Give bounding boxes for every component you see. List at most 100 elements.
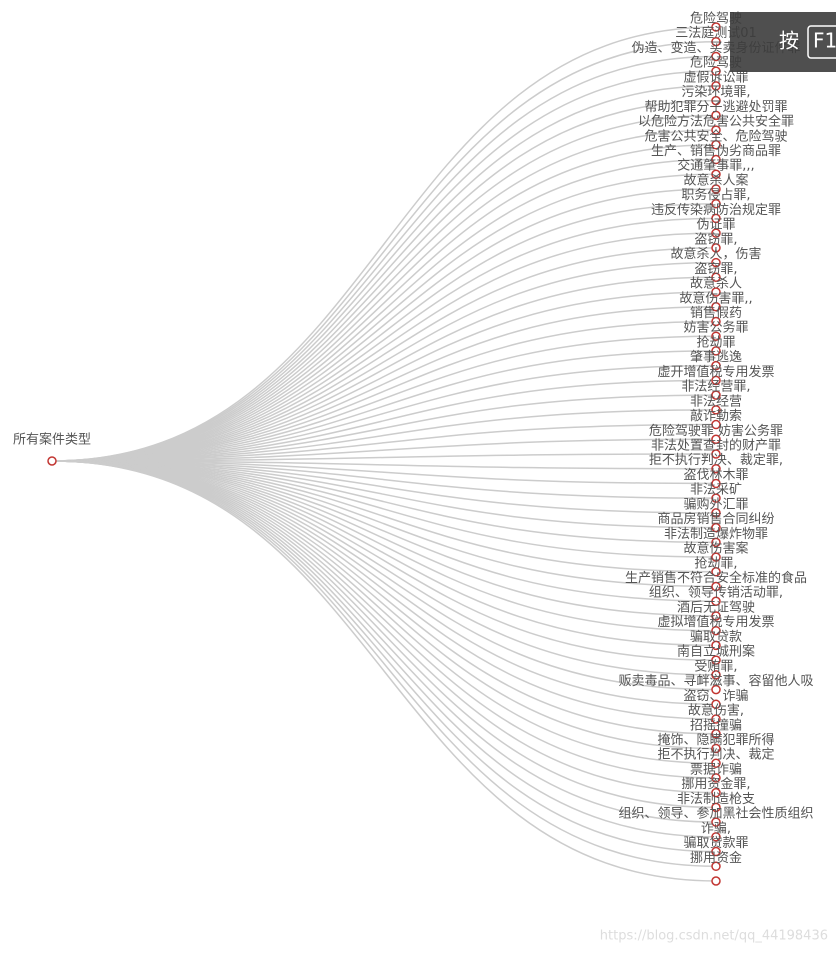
tree-link xyxy=(51,460,717,823)
leaf-label: 诈骗, xyxy=(701,821,731,836)
tree-link xyxy=(51,460,717,809)
leaf-label: 拒不执行判决、裁定罪, xyxy=(649,452,783,468)
leaf-label: 招摇撞骗 xyxy=(690,718,742,733)
leaf-label: 生产、销售伪劣商品罪 xyxy=(651,143,781,159)
leaf-label: 贩卖毒品、寻衅滋事、容留他人吸 xyxy=(618,673,813,689)
leaf-node xyxy=(711,625,721,636)
overlay-key: F1 xyxy=(813,29,836,53)
leaf-label: 伪证罪 xyxy=(696,218,735,233)
leaf-label: 以危险方法危害公共安全罪 xyxy=(638,114,794,130)
leaf-label: 受贿罪, xyxy=(694,659,737,674)
leaf-node xyxy=(711,375,721,386)
leaf-label: 骗取贷款罪 xyxy=(683,836,748,851)
leaf-node xyxy=(711,537,721,548)
tree-link xyxy=(51,460,717,588)
leaf-node xyxy=(711,287,721,297)
leaf-label: 票据诈骗 xyxy=(690,762,742,777)
leaf-label: 非法经营 xyxy=(690,394,742,409)
leaf-label: 酒后无证驾驶 xyxy=(677,600,755,615)
leaf-label: 商品房销售合同纠纷 xyxy=(657,511,774,527)
leaf-label: 故意伤害案 xyxy=(683,541,748,557)
leaf-label: 危险驾驶 xyxy=(690,56,742,71)
leaf-label: 骗取贷款 xyxy=(690,630,742,645)
leaf-node xyxy=(711,169,721,179)
leaf-node xyxy=(711,684,721,695)
tree-link xyxy=(51,460,717,647)
leaf-label: 组织、领导传销活动罪, xyxy=(649,586,783,601)
leaf-node xyxy=(711,758,721,768)
tree-link xyxy=(51,460,717,691)
leaf-node xyxy=(711,302,721,312)
tree-link xyxy=(51,460,717,720)
root-label: 所有案件类型 xyxy=(13,433,91,448)
leaf-label: 污染环境罪, xyxy=(681,85,750,100)
tree-link xyxy=(51,460,717,779)
tree-link xyxy=(51,85,717,462)
tree-link xyxy=(51,460,717,485)
leaf-node xyxy=(711,360,721,371)
leaf-label: 故意杀人，伤害 xyxy=(670,246,761,262)
tree-link xyxy=(51,460,717,573)
tree-link xyxy=(51,188,717,462)
leaf-node xyxy=(711,787,721,798)
leaf-label: 南自立城刑案 xyxy=(677,644,755,660)
tree-link xyxy=(51,217,717,462)
tree-link xyxy=(51,460,717,617)
leaf-label: 拒不执行判决、裁定 xyxy=(657,747,774,763)
tree-link xyxy=(51,394,717,462)
leaf-label: 盗窃、诈骗 xyxy=(683,688,748,704)
tree-link xyxy=(51,232,717,462)
leaf-node xyxy=(711,478,721,489)
tree-link xyxy=(51,144,717,462)
leaf-label: 抢劫罪 xyxy=(696,334,735,350)
leaf-node xyxy=(711,257,721,268)
tree-link xyxy=(51,460,717,735)
leaf-label: 虚假诉讼罪 xyxy=(683,70,748,85)
leaf-node xyxy=(711,198,721,209)
leaf-node xyxy=(711,817,721,827)
tree-link xyxy=(51,460,717,794)
leaf-label: 销售假药 xyxy=(690,305,742,321)
leaf-label: 违反传染病防治规定罪 xyxy=(651,202,781,218)
tree-link xyxy=(51,291,717,462)
tree-link xyxy=(51,247,717,462)
leaf-label: 非法制造爆炸物罪 xyxy=(664,527,768,542)
leaf-node xyxy=(711,699,721,710)
leaf-node xyxy=(711,493,721,503)
tree-link xyxy=(51,460,717,661)
leaf-label: 生产销售不符合安全标准的食品 xyxy=(625,570,807,586)
tree-link xyxy=(51,364,717,462)
leaf-node xyxy=(711,213,721,224)
tree-link xyxy=(51,379,717,462)
leaf-node xyxy=(711,419,721,430)
leaf-node xyxy=(711,463,721,474)
leaf-node xyxy=(711,434,721,445)
leaf-label: 非法处置查封的财产罪 xyxy=(651,438,781,454)
leaf-label: 危险驾驶 xyxy=(690,12,742,27)
leaf-label: 掩饰、隐瞒犯罪所得 xyxy=(657,732,774,748)
watermark: https://blog.csdn.net/qq_44198436 xyxy=(600,929,828,944)
tree-link xyxy=(51,26,717,462)
leaf-label: 故意伤害, xyxy=(688,703,744,719)
leaf-node xyxy=(711,743,721,754)
leaf-label: 职务侵占罪, xyxy=(681,187,750,203)
leaf-label: 交通肇事罪,,, xyxy=(677,158,754,174)
leaf-label: 盗伐林木罪 xyxy=(683,467,748,483)
leaf-label: 肇事逃逸 xyxy=(690,350,742,365)
leaf-node xyxy=(711,331,721,341)
tree-link xyxy=(51,423,717,462)
tree-link xyxy=(51,202,717,462)
tree-link xyxy=(51,460,717,676)
leaf-label: 危害公共安全、危险驾驶 xyxy=(644,128,787,144)
leaf-node xyxy=(711,596,721,606)
leaf-node xyxy=(711,243,721,253)
leaf-node xyxy=(711,567,721,577)
leaf-node xyxy=(711,125,721,135)
tree-link xyxy=(51,453,717,462)
tree-link xyxy=(51,70,717,462)
leaf-node xyxy=(711,228,721,238)
leaf-node xyxy=(711,81,721,91)
tree-link xyxy=(51,460,717,706)
leaf-label: 妨害公务罪 xyxy=(683,320,748,336)
